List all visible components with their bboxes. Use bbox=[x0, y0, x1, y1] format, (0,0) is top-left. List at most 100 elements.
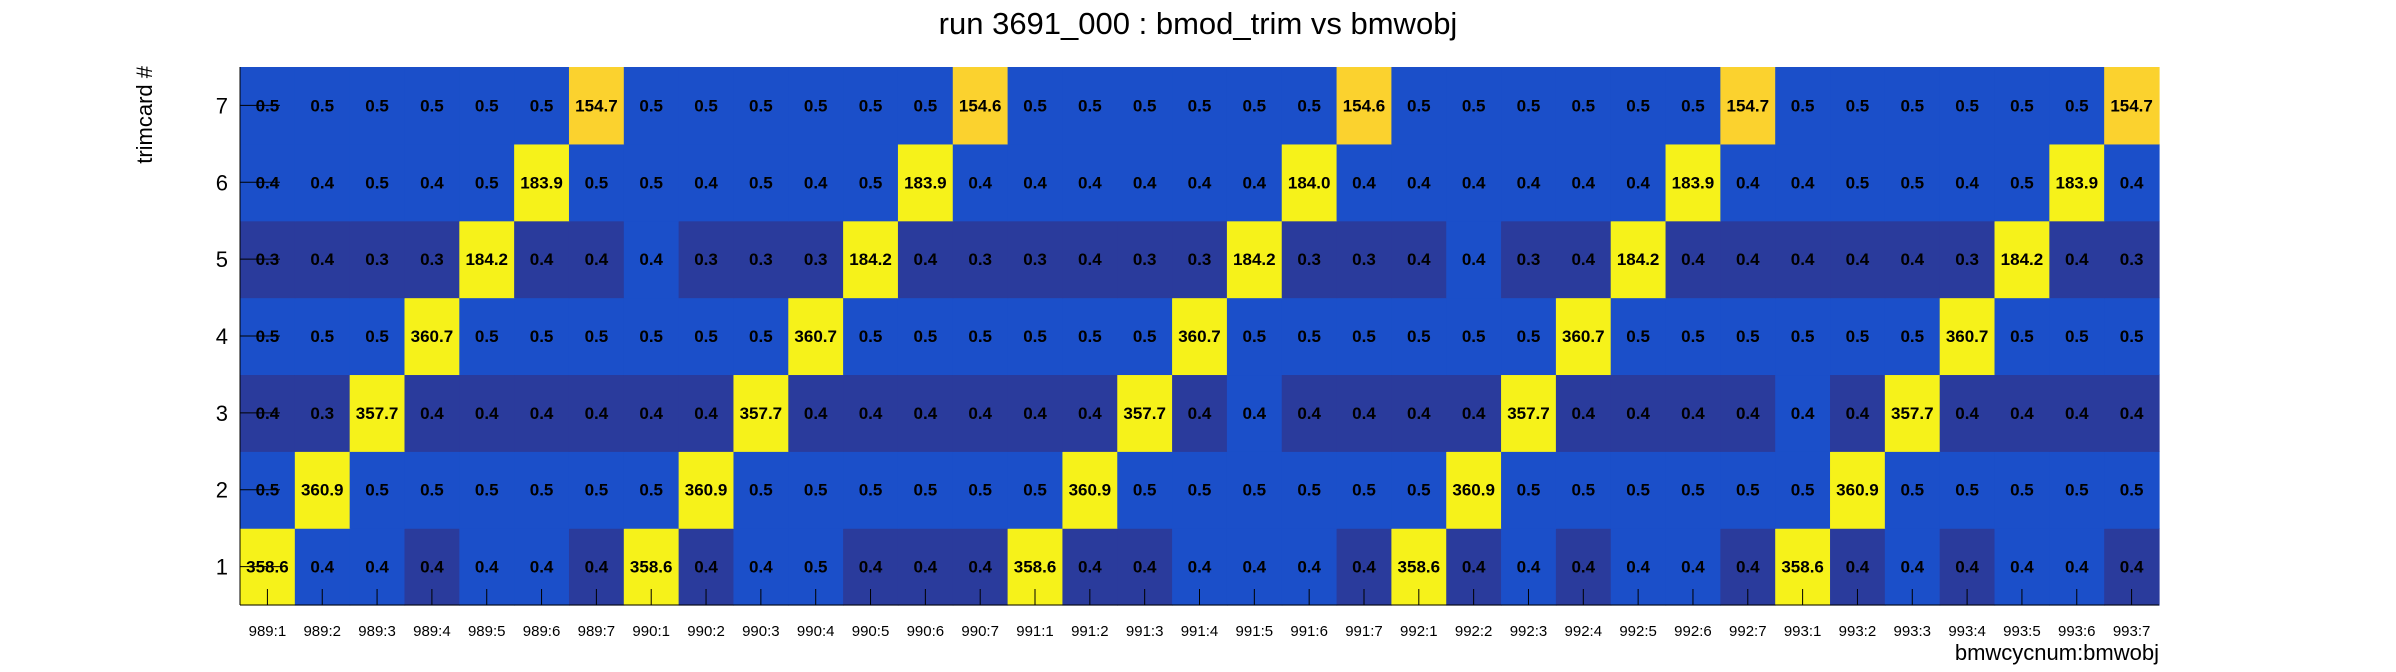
heatmap-cell bbox=[1830, 451, 1886, 529]
cell-value-label: 184.0 bbox=[1288, 173, 1331, 192]
cell-value-label: 358.6 bbox=[1014, 558, 1057, 577]
heatmap-cell bbox=[1226, 451, 1283, 529]
heatmap-cell bbox=[1830, 220, 1886, 299]
cell-value-label: 0.3 bbox=[968, 250, 992, 269]
heatmap-cell bbox=[568, 297, 625, 376]
cell-value-label: 0.5 bbox=[1900, 327, 1924, 346]
cell-value-label: 0.5 bbox=[1681, 481, 1705, 500]
cell-value-label: 0.5 bbox=[585, 327, 609, 346]
heatmap-cell bbox=[2049, 220, 2105, 299]
heatmap-cell bbox=[843, 67, 899, 145]
cell-value-label: 0.5 bbox=[1517, 327, 1541, 346]
heatmap-cell bbox=[1501, 374, 1557, 452]
heatmap-cell bbox=[1391, 67, 1447, 145]
x-tick-label: 990:4 bbox=[797, 623, 835, 640]
heatmap-cell bbox=[1062, 297, 1118, 376]
cell-value-label: 0.4 bbox=[530, 558, 554, 577]
heatmap-cell bbox=[1610, 220, 1667, 299]
x-tick-label: 993:7 bbox=[2113, 623, 2151, 640]
heatmap-cell bbox=[1062, 143, 1118, 222]
heatmap-cell bbox=[1117, 451, 1173, 529]
heatmap-cell bbox=[788, 143, 844, 222]
y-axis-title: trimcard # bbox=[132, 65, 157, 164]
heatmap-cell bbox=[1665, 297, 1721, 376]
cell-value-label: 183.9 bbox=[2055, 173, 2098, 192]
cell-value-label: 0.5 bbox=[859, 481, 883, 500]
cell-value-label: 0.5 bbox=[639, 327, 663, 346]
heatmap-cell bbox=[1830, 297, 1886, 376]
heatmap-cell bbox=[1172, 374, 1228, 452]
cell-value-label: 0.4 bbox=[914, 558, 938, 577]
cell-value-label: 0.4 bbox=[1078, 173, 1102, 192]
heatmap-cell bbox=[404, 220, 460, 299]
cell-value-label: 183.9 bbox=[520, 173, 563, 192]
heatmap-cell bbox=[568, 220, 625, 299]
heatmap-cell bbox=[1336, 220, 1392, 299]
heatmap-cell bbox=[2049, 451, 2105, 529]
cell-value-label: 0.5 bbox=[365, 173, 389, 192]
heatmap-cell bbox=[678, 297, 735, 376]
heatmap-cell bbox=[1501, 297, 1557, 376]
cell-value-label: 0.5 bbox=[1407, 481, 1431, 500]
heatmap-cell bbox=[1555, 67, 1612, 145]
x-axis-title: bmwcycnum:bmwobj bbox=[1955, 640, 2159, 665]
heatmap-cell bbox=[1226, 67, 1283, 145]
heatmap-cell bbox=[2104, 67, 2160, 145]
heatmap-cell bbox=[294, 220, 351, 299]
heatmap-cell bbox=[2049, 143, 2105, 222]
cell-value-label: 0.4 bbox=[1626, 558, 1650, 577]
cell-value-label: 0.5 bbox=[1407, 327, 1431, 346]
cell-value-label: 360.9 bbox=[1069, 481, 1112, 500]
cell-value-label: 0.5 bbox=[1297, 96, 1321, 115]
cell-value-label: 360.9 bbox=[301, 481, 344, 500]
heatmap-cell bbox=[1446, 67, 1502, 145]
heatmap-cell bbox=[1775, 297, 1831, 376]
cell-value-label: 0.4 bbox=[1407, 173, 1431, 192]
cell-value-label: 0.5 bbox=[749, 96, 773, 115]
cell-value-label: 0.5 bbox=[914, 327, 938, 346]
heatmap-cell bbox=[1720, 374, 1776, 452]
x-tick-label: 992:1 bbox=[1400, 623, 1438, 640]
cell-value-label: 0.4 bbox=[968, 173, 992, 192]
x-tick-label: 991:1 bbox=[1016, 623, 1054, 640]
cell-value-label: 0.5 bbox=[1626, 481, 1650, 500]
cell-value-label: 0.4 bbox=[914, 250, 938, 269]
x-tick-label: 990:7 bbox=[961, 623, 999, 640]
cell-value-label: 184.2 bbox=[465, 250, 508, 269]
heatmap-cell bbox=[1391, 374, 1447, 452]
heatmap-cell bbox=[404, 143, 460, 222]
heatmap-cell bbox=[1391, 143, 1447, 222]
heatmap-cell bbox=[294, 451, 351, 529]
y-tick-label: 5 bbox=[216, 247, 228, 272]
cell-value-label: 0.3 bbox=[1517, 250, 1541, 269]
cell-value-label: 0.5 bbox=[2120, 481, 2144, 500]
cell-value-label: 0.3 bbox=[1133, 250, 1157, 269]
cell-value-label: 0.5 bbox=[475, 173, 499, 192]
cell-value-label: 0.4 bbox=[749, 558, 773, 577]
heatmap-cell bbox=[2049, 67, 2105, 145]
heatmap-cell bbox=[1720, 220, 1776, 299]
heatmap-cell bbox=[1939, 67, 1996, 145]
cell-value-label: 0.5 bbox=[968, 481, 992, 500]
cell-value-label: 360.7 bbox=[1946, 327, 1989, 346]
heatmap-cell bbox=[1775, 220, 1831, 299]
cell-value-label: 0.5 bbox=[1462, 96, 1486, 115]
x-tick-label: 991:6 bbox=[1290, 623, 1328, 640]
heatmap-cell bbox=[1336, 143, 1392, 222]
x-tick-label: 990:3 bbox=[742, 623, 780, 640]
heatmap-cell bbox=[1336, 67, 1392, 145]
cell-value-label: 0.4 bbox=[585, 250, 609, 269]
heatmap-cell bbox=[459, 451, 515, 529]
cell-value-label: 0.4 bbox=[694, 173, 718, 192]
cell-value-label: 0.5 bbox=[2010, 173, 2034, 192]
heatmap-cell bbox=[1446, 220, 1502, 299]
heatmap-cell bbox=[1939, 374, 1996, 452]
heatmap-cell bbox=[1446, 143, 1502, 222]
heatmap-cell bbox=[1281, 67, 1338, 145]
cell-value-label: 0.5 bbox=[1955, 481, 1979, 500]
heatmap-cell bbox=[678, 451, 735, 529]
cell-value-label: 0.5 bbox=[639, 173, 663, 192]
x-tick-label: 992:2 bbox=[1455, 623, 1493, 640]
heatmap-cell bbox=[294, 297, 351, 376]
y-tick-label: 3 bbox=[216, 401, 228, 426]
